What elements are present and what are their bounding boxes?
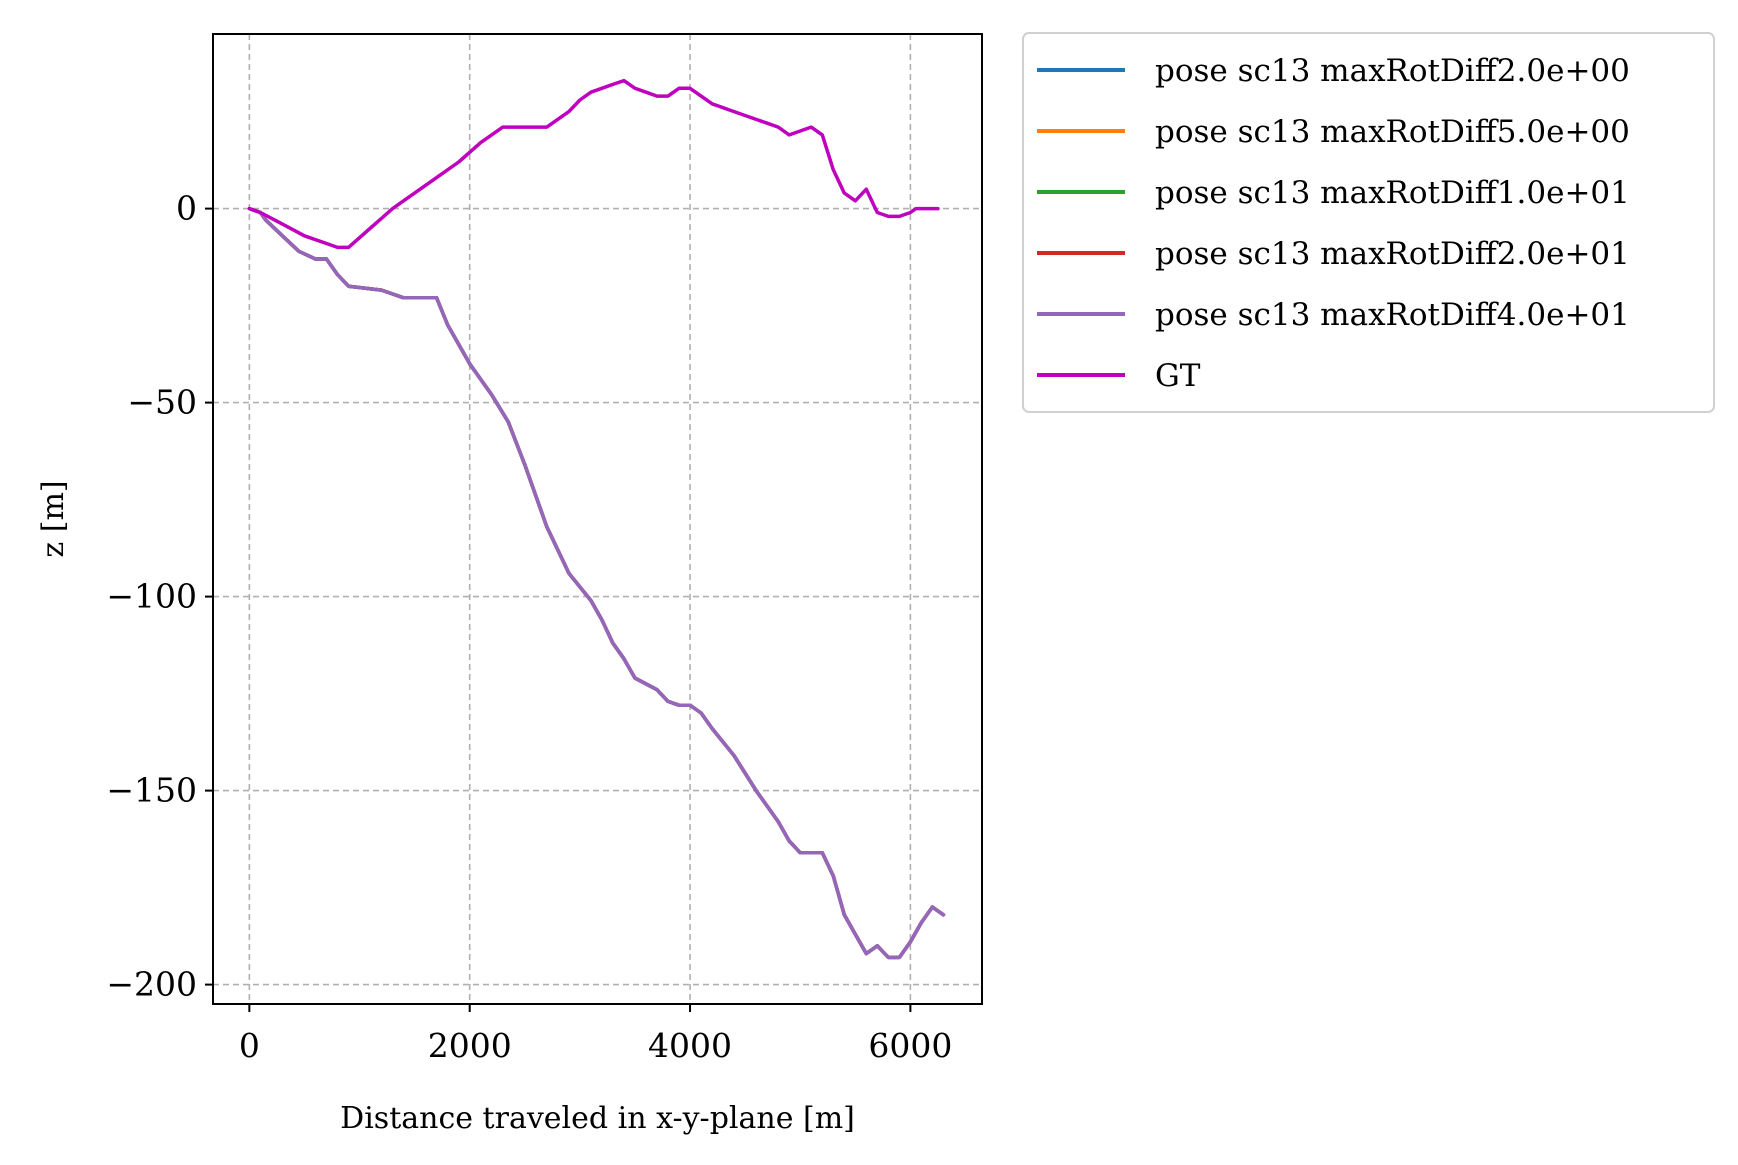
plot-frame (212, 33, 983, 1005)
y-tick-label: −200 (106, 965, 197, 1004)
series-line (247, 206, 946, 960)
grid (213, 34, 982, 1004)
x-tick-label: 2000 (428, 1026, 512, 1065)
y-tick-label: −50 (127, 383, 197, 422)
x-tick-label: 6000 (868, 1026, 952, 1065)
x-axis-label: Distance traveled in x-y-plane [m] (340, 1101, 855, 1136)
legend-label: pose sc13 maxRotDiff4.0e+01 (1155, 297, 1630, 333)
legend-frame (1022, 32, 1715, 413)
legend-label: pose sc13 maxRotDiff2.0e+00 (1155, 53, 1630, 89)
series-line (247, 206, 946, 960)
legend-label: pose sc13 maxRotDiff2.0e+01 (1155, 236, 1630, 272)
y-tick-label: −150 (106, 771, 197, 810)
series-line (247, 78, 940, 250)
y-axis-label: z [m] (36, 480, 71, 557)
series-line (247, 206, 946, 960)
legend-label: pose sc13 maxRotDiff5.0e+00 (1155, 114, 1630, 150)
legend: pose sc13 maxRotDiff2.0e+00 pose sc13 max… (1022, 32, 1715, 413)
legend-label: pose sc13 maxRotDiff1.0e+01 (1155, 175, 1630, 211)
series-line (247, 206, 946, 960)
y-tick-label: 0 (176, 189, 197, 228)
plot-series (247, 78, 946, 960)
legend-label: GT (1155, 358, 1201, 394)
series-line (247, 206, 946, 960)
x-tick-label: 0 (239, 1026, 260, 1065)
axis-ticks: 0 2000 4000 6000 0 −50 −100 −150 −200 (106, 189, 952, 1065)
x-tick-label: 4000 (648, 1026, 732, 1065)
y-tick-label: −100 (106, 577, 197, 616)
